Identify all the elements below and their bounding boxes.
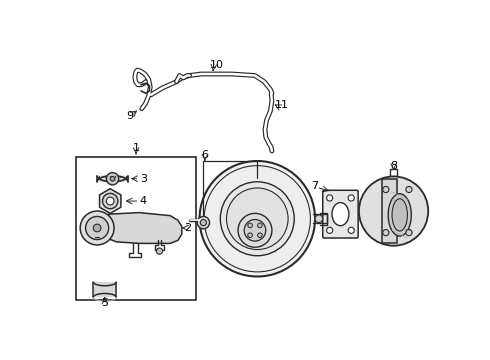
Bar [76, 157, 196, 300]
Circle shape [244, 220, 266, 241]
FancyBboxPatch shape [323, 190, 358, 238]
Text: 11: 11 [275, 100, 289, 110]
Circle shape [80, 211, 114, 245]
Ellipse shape [332, 203, 349, 226]
Bar [93, 282, 117, 297]
Circle shape [156, 248, 163, 254]
Circle shape [226, 188, 288, 249]
Circle shape [406, 230, 412, 236]
Circle shape [327, 227, 333, 233]
Circle shape [348, 195, 354, 201]
Circle shape [204, 166, 311, 272]
Text: 7: 7 [311, 181, 318, 191]
Circle shape [86, 216, 109, 239]
Circle shape [200, 220, 206, 226]
Circle shape [238, 213, 272, 247]
Circle shape [102, 193, 118, 209]
Text: 8: 8 [390, 161, 397, 171]
Circle shape [258, 233, 262, 238]
Circle shape [327, 195, 333, 201]
Circle shape [106, 172, 119, 185]
Circle shape [248, 223, 252, 228]
Circle shape [315, 215, 323, 222]
Circle shape [93, 224, 101, 232]
Text: 10: 10 [210, 60, 223, 70]
Circle shape [406, 186, 412, 193]
Circle shape [220, 182, 294, 256]
Text: 9: 9 [127, 111, 134, 121]
Polygon shape [382, 179, 397, 243]
Circle shape [359, 176, 428, 246]
Text: 6: 6 [201, 150, 208, 160]
Circle shape [348, 227, 354, 233]
Text: 3: 3 [140, 174, 147, 184]
Polygon shape [99, 189, 121, 213]
Circle shape [383, 230, 389, 236]
Ellipse shape [392, 199, 408, 231]
Text: 1: 1 [132, 143, 140, 153]
Circle shape [106, 197, 114, 205]
FancyBboxPatch shape [97, 176, 128, 182]
Ellipse shape [388, 194, 411, 236]
Circle shape [197, 216, 210, 229]
Circle shape [248, 233, 252, 238]
Polygon shape [109, 213, 182, 243]
Circle shape [258, 223, 262, 228]
Text: 2: 2 [184, 223, 191, 233]
Circle shape [110, 176, 115, 181]
Circle shape [383, 186, 389, 193]
Text: 5: 5 [101, 298, 108, 309]
Circle shape [199, 161, 315, 276]
Text: 4: 4 [140, 196, 147, 206]
